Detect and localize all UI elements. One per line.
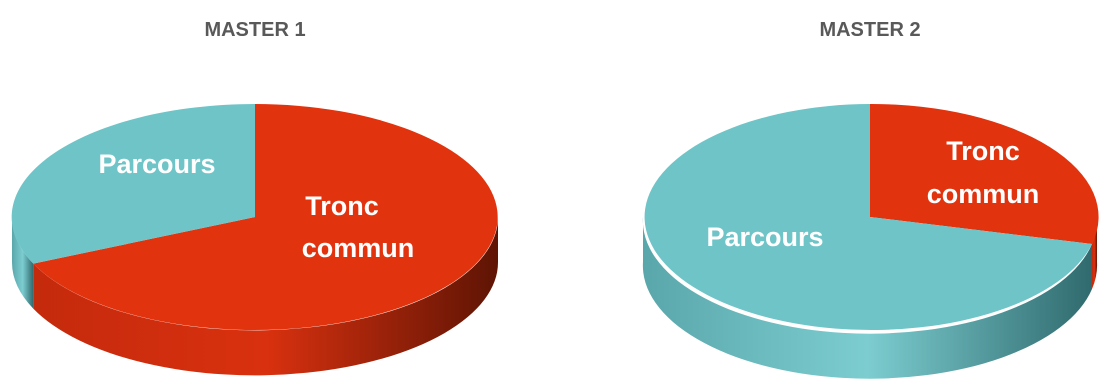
chart-title: MASTER 1 (204, 19, 305, 41)
label-tronc-line-2: commun (927, 179, 1040, 209)
label-tronc-line-2: commun (302, 233, 415, 263)
slice-tronc-commun (870, 103, 1099, 244)
label-tronc-line-1: Tronc (305, 191, 379, 221)
label-tronc-line-1: Tronc (946, 136, 1020, 166)
label-parcours: Parcours (706, 222, 823, 252)
chart-master-2: MASTER 2 Tronc commun Parcours (642, 19, 1099, 379)
slice-parcours-side (642, 217, 1092, 379)
slice-parcours (644, 104, 1092, 330)
label-parcours: Parcours (98, 149, 215, 179)
slice-tronc-commun-side (1092, 217, 1098, 289)
slice-parcours (11, 103, 256, 264)
slice-parcours-side (11, 217, 34, 309)
slice-tronc-commun-side (33, 217, 499, 376)
chart-title: MASTER 2 (819, 19, 920, 41)
slice-tronc-commun (33, 104, 498, 330)
chart-master-1: MASTER 1 Parcours Tronc commun (11, 19, 499, 376)
